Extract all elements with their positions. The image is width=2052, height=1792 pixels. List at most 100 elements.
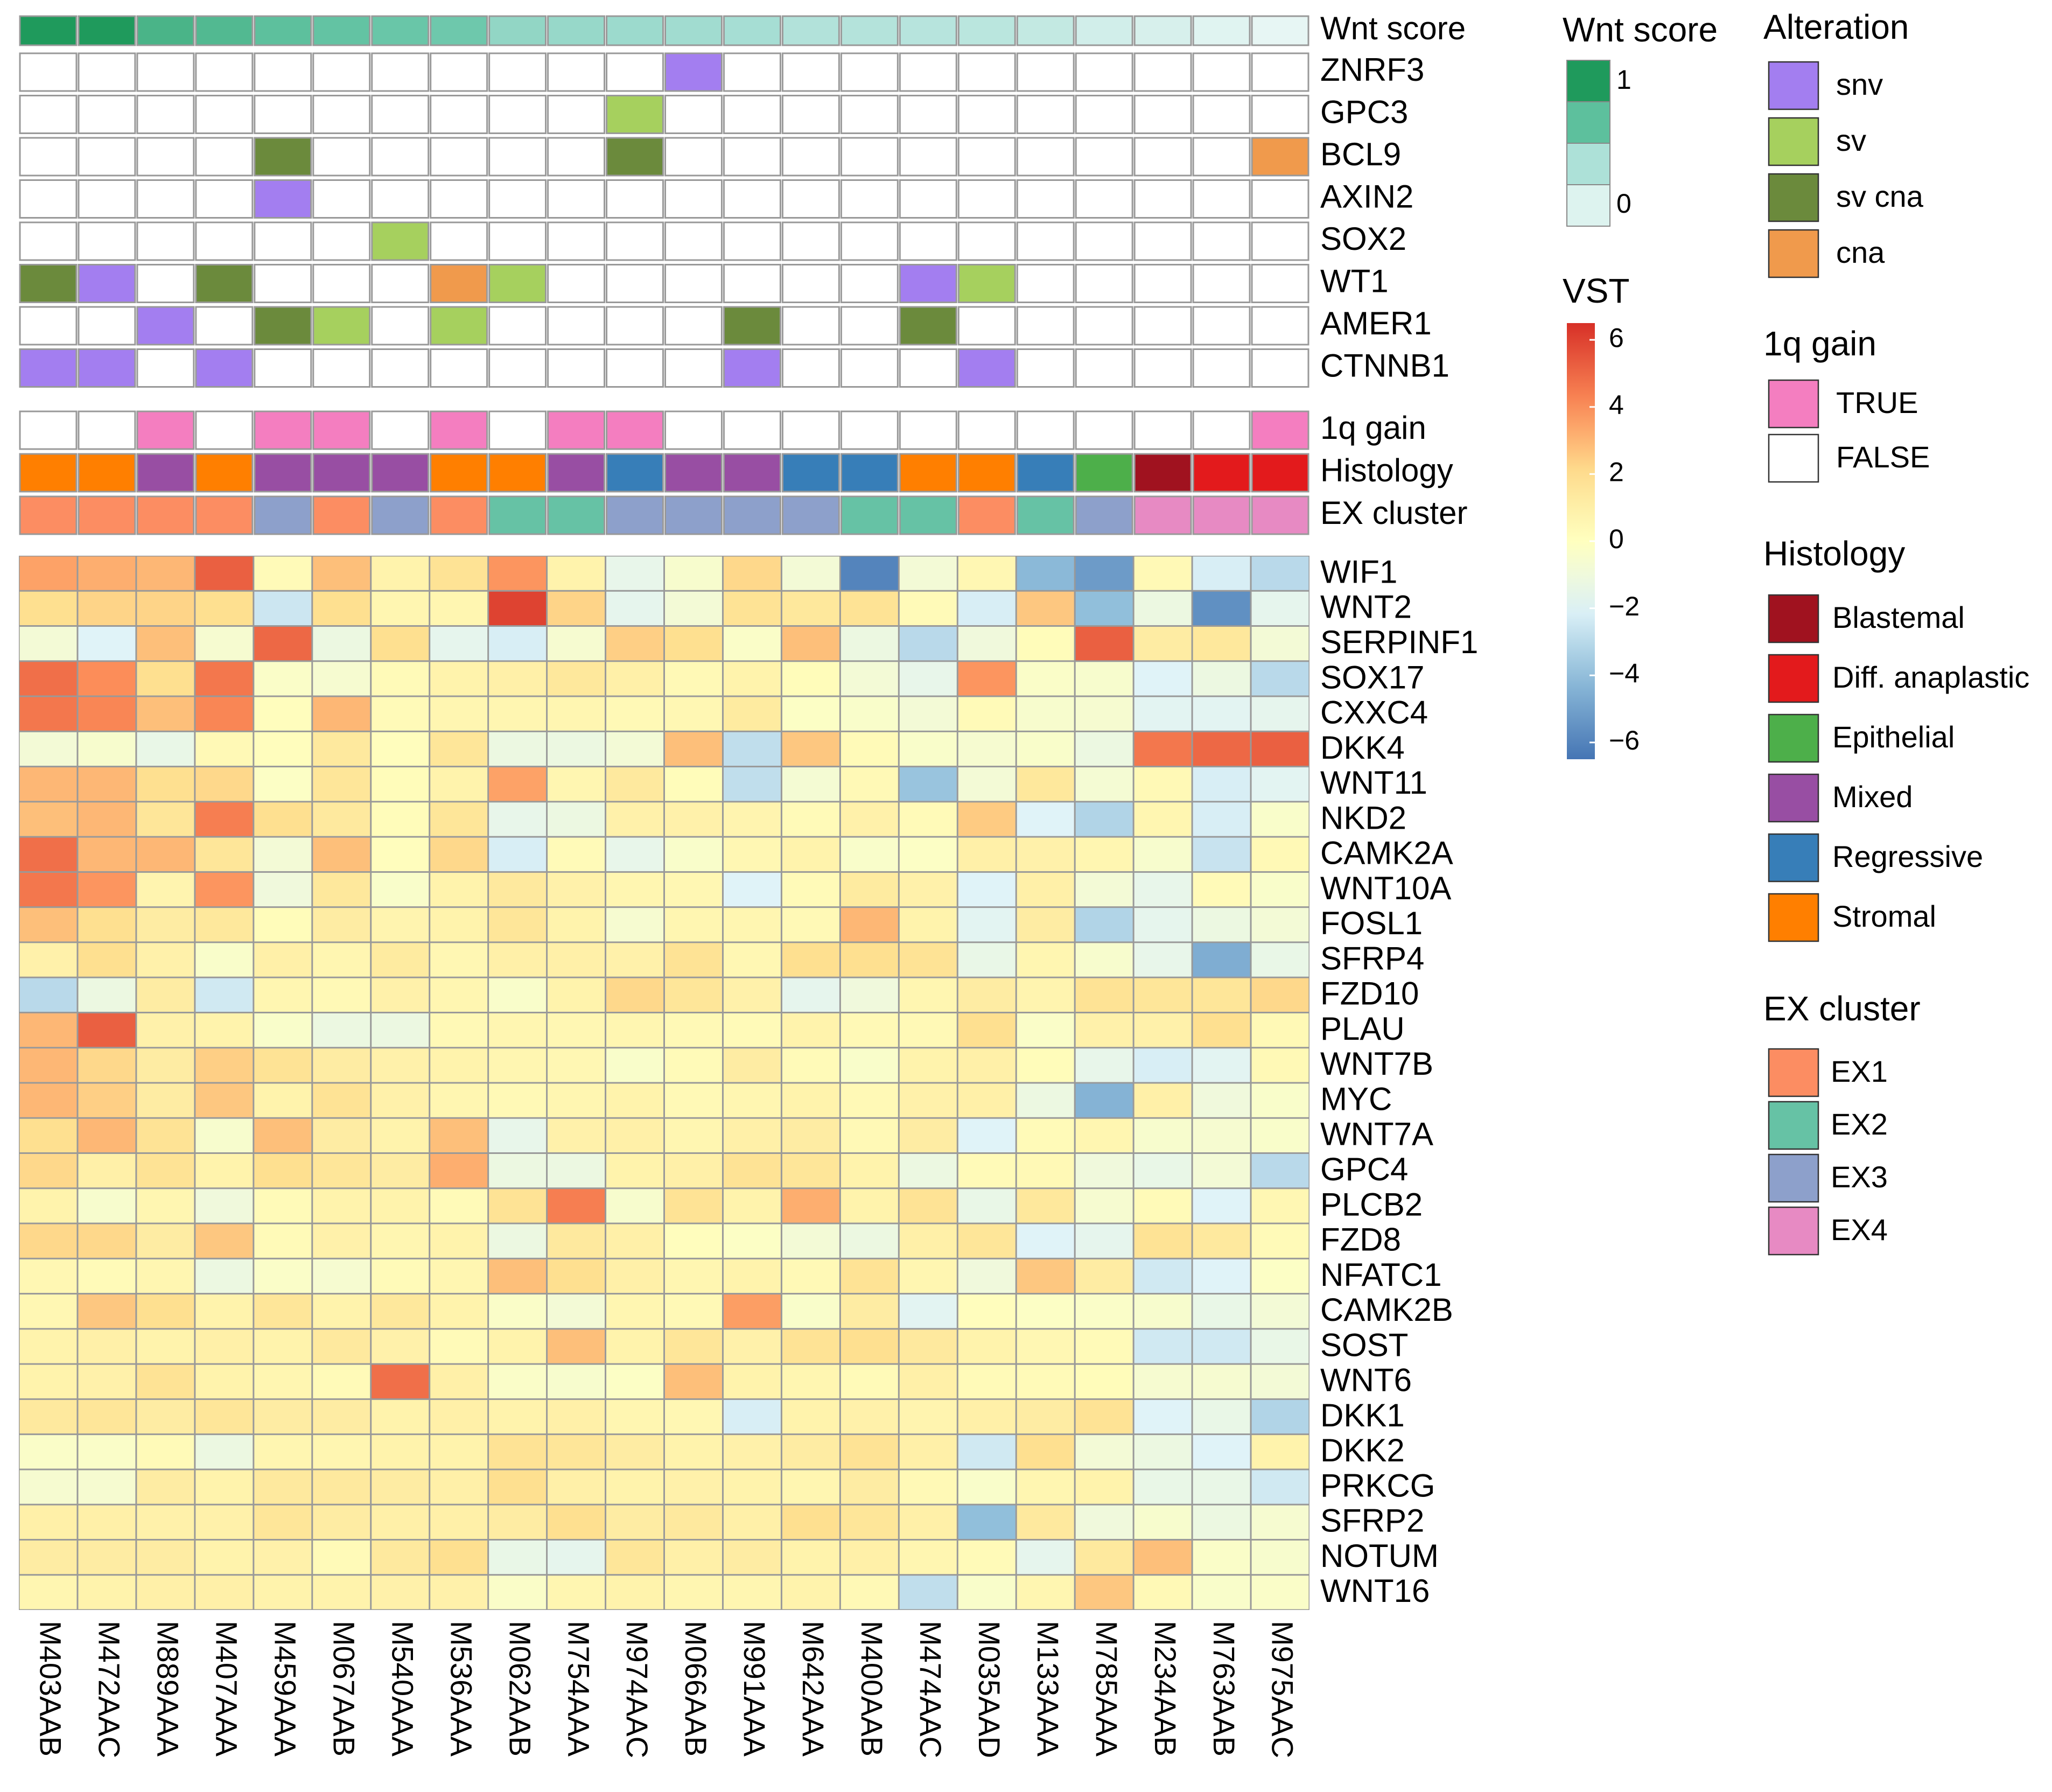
- mutation-cell-empty: [899, 221, 957, 261]
- mutation-cell-empty: [840, 264, 899, 303]
- mutation-cell-empty: [840, 221, 899, 261]
- expression-cell: [1134, 591, 1192, 626]
- column-label-m234aab: M234AAB: [1148, 1621, 1182, 1756]
- expression-cell: [195, 1329, 253, 1363]
- mutation-cell-empty: [1016, 179, 1075, 219]
- expression-cell: [1134, 767, 1192, 801]
- expression-cell: [665, 908, 722, 942]
- mutation-cell-empty: [430, 179, 488, 219]
- expression-cell: [548, 1329, 605, 1363]
- expression-cell: [78, 1294, 136, 1328]
- ex-cluster-legend-label: EX2: [1831, 1107, 1888, 1141]
- expression-cell: [782, 1364, 839, 1398]
- expression-row-label-dkk4: DKK4: [1320, 730, 1405, 766]
- expression-cell: [372, 1189, 429, 1223]
- mutation-cell-empty: [899, 52, 957, 92]
- histology-cell: [723, 453, 781, 493]
- expression-cell: [195, 1294, 253, 1328]
- expression-cell: [841, 697, 898, 731]
- expression-cell: [548, 1118, 605, 1153]
- mutation-cell-empty: [664, 264, 723, 303]
- expression-cell: [489, 1505, 547, 1539]
- expression-cell: [430, 837, 488, 871]
- expression-cell: [1017, 591, 1074, 626]
- mutation-cell-empty: [606, 306, 664, 346]
- expression-cell: [665, 1048, 722, 1082]
- mutation-cell-empty: [312, 264, 371, 303]
- expression-cell: [195, 1118, 253, 1153]
- wnt-score-cell: [1192, 15, 1251, 46]
- expression-cell: [195, 591, 253, 626]
- expression-cell: [372, 872, 429, 907]
- mutation-cell-empty: [19, 52, 78, 92]
- vst-tick-label: −4: [1609, 658, 1640, 688]
- expression-cell: [195, 837, 253, 871]
- expression-row-label-wnt16: WNT16: [1320, 1573, 1430, 1609]
- expression-cell: [841, 1259, 898, 1293]
- gain-1q-legend-swatch: [1768, 379, 1819, 429]
- expression-cell: [1017, 1048, 1074, 1082]
- mutation-cell-empty: [957, 95, 1016, 134]
- expression-cell: [606, 627, 663, 661]
- histology-cell: [957, 453, 1016, 493]
- expression-cell: [195, 978, 253, 1012]
- alteration-legend-swatch: [1768, 117, 1819, 166]
- expression-cell: [723, 662, 781, 696]
- mutation-cell-empty: [254, 221, 312, 261]
- expression-cell: [489, 1013, 547, 1047]
- mutation-cell-empty: [371, 137, 430, 177]
- expression-cell: [958, 943, 1016, 977]
- expression-cell: [372, 943, 429, 977]
- mutation-cell-empty: [957, 306, 1016, 346]
- expression-cell: [372, 837, 429, 871]
- expression-cell: [1251, 627, 1309, 661]
- expression-cell: [899, 1540, 957, 1574]
- mutation-cell-empty: [78, 179, 136, 219]
- expression-cell: [78, 872, 136, 907]
- expression-cell: [78, 1013, 136, 1047]
- expression-cell: [1017, 978, 1074, 1012]
- ex-cluster-row-label: EX cluster: [1320, 495, 1467, 531]
- mutation-cell-empty: [1016, 306, 1075, 346]
- expression-cell: [606, 1470, 663, 1504]
- expression-cell: [1193, 1048, 1250, 1082]
- gain-1q-cell: [840, 410, 899, 450]
- expression-cell: [489, 591, 547, 626]
- expression-cell: [1193, 1399, 1250, 1434]
- mutation-cell-empty: [1192, 348, 1251, 388]
- expression-row-label-prkcg: PRKCG: [1320, 1467, 1435, 1503]
- expression-cell: [1251, 1435, 1309, 1469]
- expression-row-label-wnt7a: WNT7A: [1320, 1116, 1433, 1152]
- mutation-cell-empty: [488, 221, 547, 261]
- wnt-score-cell: [430, 15, 488, 46]
- expression-cell: [195, 697, 253, 731]
- expression-cell: [19, 1470, 77, 1504]
- expression-cell: [1193, 908, 1250, 942]
- expression-cell: [1017, 1083, 1074, 1117]
- expression-cell: [1075, 697, 1133, 731]
- mutation-row-label-wt1: WT1: [1320, 263, 1389, 299]
- mutation-cell-sv: [430, 306, 488, 346]
- expression-cell: [958, 837, 1016, 871]
- expression-cell: [313, 1294, 370, 1328]
- expression-cell: [1017, 802, 1074, 836]
- expression-cell: [254, 837, 312, 871]
- expression-cell: [1017, 872, 1074, 907]
- mutation-cell-empty: [136, 179, 195, 219]
- expression-cell: [372, 1294, 429, 1328]
- column-label-m035aad: M035AAD: [972, 1621, 1006, 1758]
- expression-cell: [195, 802, 253, 836]
- expression-cell: [195, 1224, 253, 1258]
- expression-cell: [313, 837, 370, 871]
- histology-cell: [19, 453, 78, 493]
- expression-cell: [548, 556, 605, 590]
- column-label-m459aaa: M459AAA: [268, 1621, 302, 1757]
- expression-cell: [430, 872, 488, 907]
- ex-cluster-legend-title: EX cluster: [1763, 989, 1921, 1028]
- expression-cell: [78, 1540, 136, 1574]
- expression-cell: [19, 1540, 77, 1574]
- gain-1q-cell: [1016, 410, 1075, 450]
- gain-1q-legend-swatch: [1768, 433, 1819, 483]
- expression-cell: [899, 908, 957, 942]
- expression-cell: [782, 697, 839, 731]
